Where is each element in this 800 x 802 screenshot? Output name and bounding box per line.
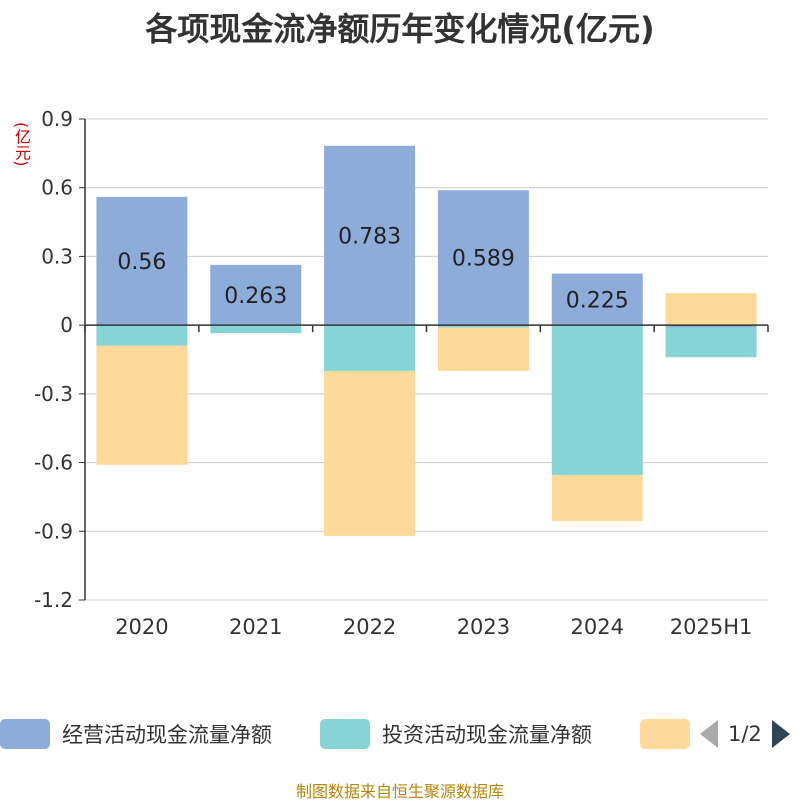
y-tick-label: -0.9 (34, 519, 73, 543)
y-axis-unit: (亿元) (12, 122, 31, 167)
legend-label: 经营活动现金流量净额 (62, 723, 272, 747)
bar-chart: 0.9 0.6 0.3 0 -0.3 -0.6 -0.9 -1.2 2020 2021 2022 20… (34, 107, 769, 639)
y-tick-label: 0.3 (41, 244, 73, 268)
x-tick-label-2025H1: 2025H1 (670, 615, 753, 639)
x-tick-label-2022: 2022 (343, 615, 396, 639)
bar-2020-series-0 (96, 196, 188, 326)
chart-title: 各项现金流净额历年变化情况(亿元) (145, 10, 655, 48)
bar-2022-series-1 (324, 325, 416, 371)
legend-item-investing[interactable]: 投资活动现金流量净额 (320, 718, 592, 750)
bar-2024-series-1 (551, 325, 643, 476)
legend-pager: 1/2 (700, 716, 790, 752)
data-label-2022: 0.783 (338, 224, 401, 249)
legend-label: 投资活动现金流量净额 (382, 723, 592, 747)
x-tick-label-2023: 2023 (457, 615, 510, 639)
data-label-2020: 0.56 (117, 250, 166, 275)
bar-2023-series-2 (437, 327, 529, 371)
data-label-2021: 0.263 (224, 284, 287, 309)
bar-2020-series-2 (96, 345, 188, 465)
y-tick-label: 0.9 (41, 107, 73, 131)
y-tick-label: 0 (60, 313, 73, 337)
y-tick-label: 0.6 (41, 176, 73, 200)
legend-page-indicator: 1/2 (728, 722, 762, 746)
x-tick-label-2020: 2020 (115, 615, 168, 639)
data-label-2024: 0.225 (566, 288, 629, 313)
bar-2021-series-0 (210, 264, 302, 326)
bar-2021-series-1 (210, 325, 302, 334)
bar-2023-series-1 (437, 325, 529, 328)
legend-next-icon[interactable] (771, 720, 790, 748)
bar-2022-series-2 (324, 370, 416, 536)
legend-item-operating[interactable]: 经营活动现金流量净额 (0, 718, 272, 750)
legend-item-third[interactable] (640, 718, 702, 750)
legend-swatch (0, 719, 50, 749)
x-tick-label-2021: 2021 (229, 615, 282, 639)
legend-prev-icon[interactable] (700, 720, 718, 748)
data-labels: 0.56 0.263 0.783 0.589 0.225 (117, 224, 628, 313)
y-tick-label: -1.2 (34, 588, 73, 612)
bar-2020-series-1 (96, 325, 188, 346)
legend-swatch (640, 719, 690, 749)
x-tick-label-2024: 2024 (571, 615, 624, 639)
bar-2025H1-series-0 (665, 325, 757, 328)
legend-swatch (320, 719, 370, 749)
bar-series (96, 145, 757, 536)
grid-lines (85, 118, 768, 601)
bar-2024-series-2 (551, 475, 643, 521)
bar-2024-series-0 (551, 273, 643, 326)
bar-2023-series-0 (437, 190, 529, 326)
axes: 0.9 0.6 0.3 0 -0.3 -0.6 -0.9 -1.2 2020 2021 2022 20… (34, 107, 769, 639)
bar-2022-series-0 (324, 145, 416, 326)
bar-2025H1-series-2 (665, 293, 757, 326)
y-tick-label: -0.6 (34, 451, 73, 475)
bar-2025H1-series-1 (665, 327, 757, 358)
data-source: 制图数据来自恒生聚源数据库 (295, 782, 504, 801)
data-label-2023: 0.589 (452, 247, 515, 272)
y-tick-label: -0.3 (34, 382, 73, 406)
